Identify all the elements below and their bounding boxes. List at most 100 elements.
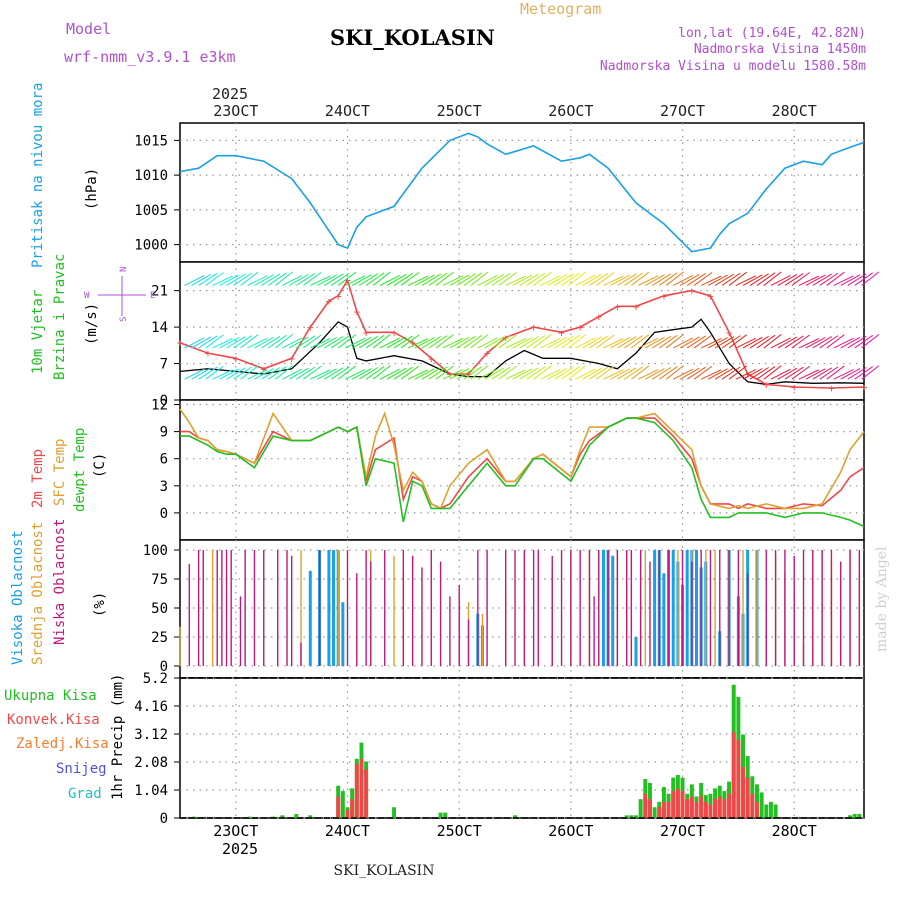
- year-top: 2025: [212, 85, 248, 103]
- grad-label: Grad: [68, 786, 102, 802]
- wind-arrow: [603, 369, 624, 380]
- wind-arrow: [819, 366, 839, 380]
- gust-marker: +: [763, 378, 770, 391]
- wind-arrow: [645, 274, 665, 286]
- wind-arrow: [519, 273, 539, 286]
- wind-arrow: [658, 272, 678, 286]
- precip-ytick-label: 4.16: [134, 699, 168, 715]
- wind-arrow: [791, 365, 810, 380]
- wind-arrow: [631, 365, 650, 380]
- temperature-ytick-label: 12: [151, 398, 168, 414]
- precip-bar: [308, 815, 313, 818]
- wind-arrow: [826, 271, 845, 286]
- wind-arrow: [561, 272, 580, 286]
- precip-bar: [708, 804, 713, 818]
- wind-arrow: [777, 367, 798, 380]
- wind-arrow: [533, 334, 552, 349]
- wind-arrow: [212, 369, 233, 380]
- wind-arrow: [812, 367, 832, 380]
- temp2m-label: 2m Temp: [30, 449, 46, 508]
- wind-arrow: [861, 365, 880, 380]
- cloud-ytick-label: 25: [151, 630, 168, 646]
- precip-bar: [759, 792, 764, 818]
- precip-bar: [354, 764, 359, 818]
- wind-arrow: [575, 368, 596, 380]
- wind-arrow: [672, 275, 694, 286]
- wind-arrow: [372, 365, 391, 380]
- model-elevation: Nadmorska Visina u modelu 1580.58m: [600, 59, 866, 74]
- wind-arrow: [840, 274, 861, 286]
- wind-arrow: [198, 335, 218, 349]
- time-label-top: 26OCT: [548, 102, 593, 120]
- wind-arrow: [421, 273, 442, 286]
- wind-arrow: [707, 368, 728, 380]
- high-cloud-label: Visoka Oblacnost: [10, 530, 26, 665]
- wind-arrow: [679, 336, 700, 349]
- precip-bar: [647, 799, 652, 818]
- wind-arrow: [421, 367, 442, 380]
- wind-ytick-label: 0: [160, 393, 168, 409]
- wind-arrow: [351, 368, 372, 380]
- wind-arrow: [714, 336, 735, 349]
- wind-arrow: [714, 367, 735, 380]
- wind-arrow: [379, 337, 400, 349]
- precip-bar: [741, 766, 745, 818]
- lonlat: lon,lat (19.64E, 42.82N): [678, 26, 866, 41]
- wind-arrow: [289, 336, 309, 349]
- wind-arrow: [763, 365, 782, 380]
- wind-arrow: [596, 365, 615, 380]
- wind-ytick-label: 21: [151, 284, 168, 300]
- wind-arrow: [742, 336, 763, 349]
- wind-arrow: [463, 334, 483, 349]
- wind-arrow: [442, 369, 463, 380]
- wind-arrow: [477, 368, 498, 380]
- wind-arrow: [638, 275, 659, 286]
- wind-arrow: [303, 365, 322, 380]
- wind-sub-label: Brzina i Pravac: [52, 254, 68, 380]
- time-label-bottom: 28OCT: [772, 822, 817, 840]
- wind-arrow: [854, 272, 874, 286]
- precip-bar: [513, 815, 517, 818]
- precip-bar: [336, 796, 341, 818]
- wind-arrow: [665, 271, 684, 286]
- wind-arrow: [233, 272, 253, 286]
- gust-marker: +: [614, 300, 621, 313]
- wind-arrow: [491, 366, 511, 380]
- wind-arrow: [826, 334, 845, 349]
- wind-arrow: [540, 337, 561, 349]
- gust-marker: +: [707, 290, 714, 303]
- wind-arrow: [624, 335, 643, 349]
- wind-arrow: [603, 275, 624, 286]
- wind-arrow: [707, 274, 728, 286]
- cloud-ytick-label: 50: [151, 601, 168, 617]
- precip-bar: [643, 793, 648, 818]
- precip-bar: [671, 791, 676, 818]
- temp-unit: (C): [92, 453, 108, 478]
- gust-marker: +: [595, 311, 602, 324]
- wind-arrow: [365, 334, 385, 349]
- precip-bar: [768, 801, 773, 818]
- precip-ytick-label: 1.04: [134, 783, 168, 799]
- wind-arrow: [861, 333, 880, 349]
- wind-arrow: [833, 337, 854, 349]
- wind-arrow: [254, 368, 274, 380]
- mid-cloud-label: Srednja Oblacnost: [30, 522, 46, 665]
- wind-arrow: [470, 333, 489, 349]
- pressure-unit: (hPa): [84, 168, 100, 210]
- precip-bar: [703, 801, 708, 818]
- gust-marker: +: [354, 305, 361, 318]
- wind-arrow: [554, 335, 574, 349]
- wind-arrow: [568, 271, 587, 286]
- wind-arrow: [679, 367, 700, 380]
- wind-arrow: [512, 274, 533, 286]
- wind-arrow: [847, 273, 867, 286]
- gust-marker: +: [661, 290, 668, 303]
- precip-bar: [438, 812, 443, 818]
- precip-bar: [745, 777, 750, 818]
- precip-bar: [857, 813, 862, 818]
- wind-arrow: [484, 274, 505, 286]
- wind-arrow: [770, 275, 791, 286]
- wind-arrow: [407, 369, 429, 380]
- wind-arrow: [533, 271, 552, 286]
